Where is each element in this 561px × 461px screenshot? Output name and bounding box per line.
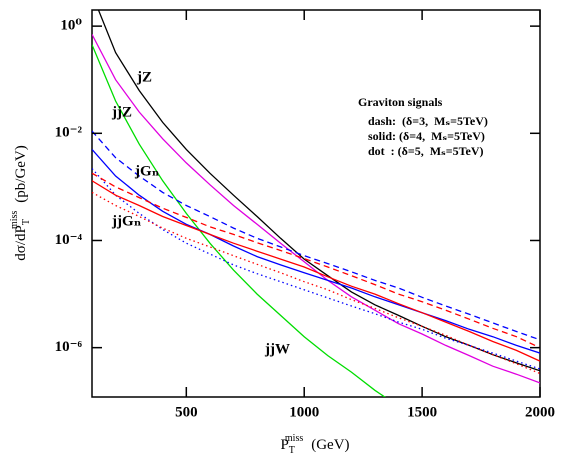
x-axis-label: PTmiss (GeV) [280,433,349,456]
x-tick-label: 500 [175,404,198,420]
series-line [92,168,540,370]
series-label: jZ [136,69,152,85]
x-label-unit: (GeV) [311,437,349,453]
y-tick-label: 10⁰ [60,18,82,34]
y-tick-label: 10⁻⁶ [55,339,83,355]
x-label-sub: T [289,445,295,456]
plot-frame [91,9,541,398]
y-tick-label: 10⁻² [55,125,83,141]
series-label: jjW [264,341,290,357]
series-label: jjZ [111,104,132,120]
series-line [92,180,540,362]
series-label: jjGₙ [111,213,142,229]
y-label-unit: (pb/GeV) [13,145,29,202]
y-label-sup: miss [9,211,20,229]
x-label-sup: miss [285,433,303,444]
series-line [97,10,540,372]
series-line [92,44,386,397]
y-tick-label: 10⁻⁴ [55,232,83,248]
series-line [92,172,540,349]
y-label-text: dσ/dP [13,225,29,261]
x-tick-label: 1000 [289,404,319,420]
series-line [92,191,540,375]
y-label-sub: T [21,219,32,225]
series-line [92,34,540,384]
x-tick-label: 1500 [407,404,437,420]
series-line [92,130,540,341]
legend-entry: dash: (δ=3, Mₛ=5TeV) [368,114,488,128]
plot-lines [92,10,540,397]
legend-entry: dot : (δ=5, Mₛ=5TeV) [368,144,484,158]
legend-title: Graviton signals [358,95,443,109]
series-label: jGₙ [134,163,160,179]
legend-entry: solid: (δ=4, Mₛ=5TeV) [368,129,485,143]
series-line [92,148,540,354]
x-tick-label: 2000 [525,404,555,420]
y-axis-label: dσ/dPTmiss (pb/GeV) [9,145,32,261]
x-label-text: P [280,437,288,453]
